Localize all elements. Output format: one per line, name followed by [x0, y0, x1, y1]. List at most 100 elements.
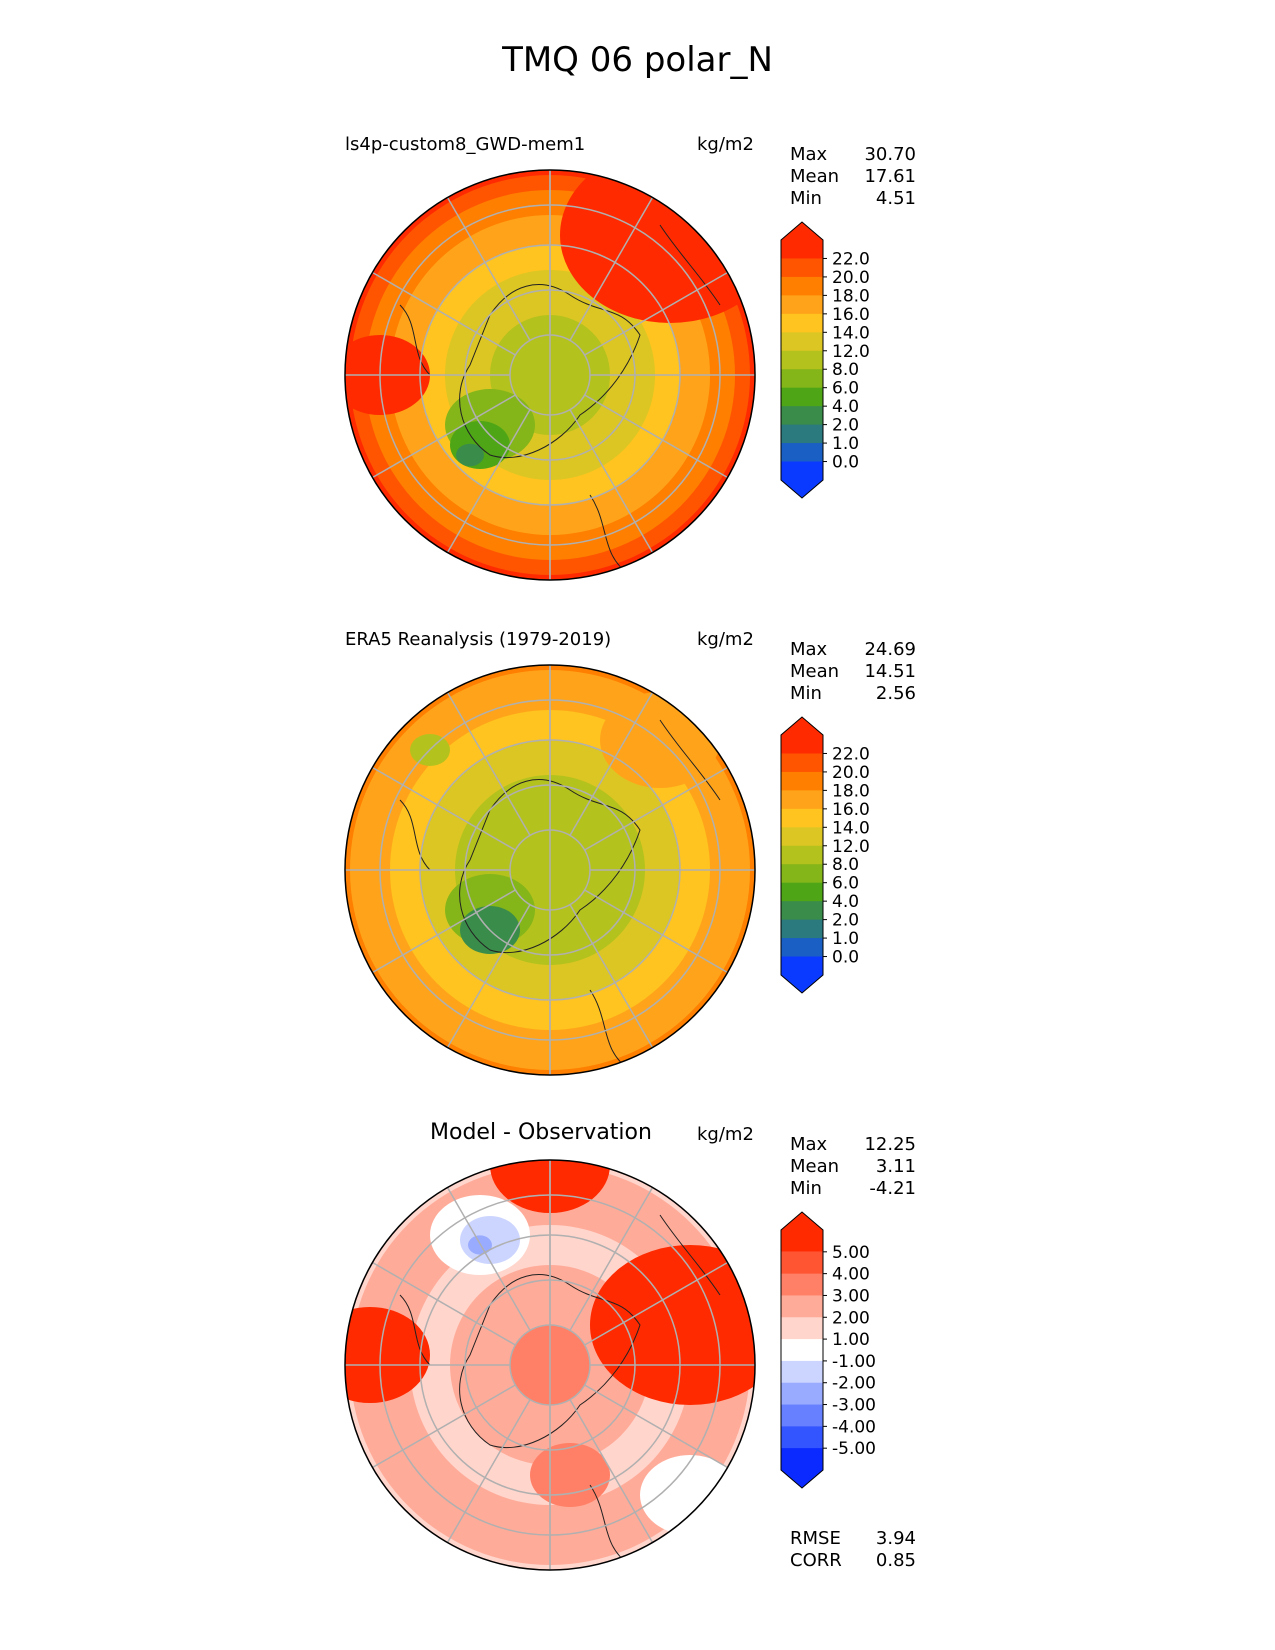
- colorbar-segment: [781, 717, 823, 754]
- mean-label: Mean: [790, 166, 840, 187]
- figure-title: TMQ 06 polar_N: [502, 40, 773, 80]
- colorbar-label: 4.0: [832, 892, 859, 912]
- min-value: -4.21: [869, 1178, 916, 1199]
- colorbar-segment: [781, 956, 823, 993]
- colorbar-segment: [781, 461, 823, 498]
- map-boundary: [344, 664, 756, 1076]
- colorbar-label: 6.0: [832, 874, 859, 894]
- field-contour: [530, 1443, 610, 1507]
- colorbar-segment: [781, 332, 823, 352]
- mean-value: 14.51: [864, 661, 916, 682]
- colorbar-label: 12.0: [832, 837, 870, 857]
- colorbar-segment: [781, 313, 823, 333]
- max-label: Max: [790, 639, 828, 660]
- colorbar-segment: [781, 295, 823, 315]
- max-value: 12.25: [864, 1134, 916, 1155]
- colorbar-label: 2.0: [832, 416, 859, 436]
- colorbar-label: 4.0: [832, 397, 859, 417]
- colorbar-segment: [781, 1404, 823, 1427]
- colorbar-label: 22.0: [832, 249, 870, 269]
- min-label: Min: [790, 683, 822, 704]
- colorbar-segment: [781, 790, 823, 810]
- colorbar-segment: [781, 1360, 823, 1384]
- colorbar-segment: [781, 1317, 823, 1340]
- mean-value: 17.61: [864, 166, 916, 187]
- max-label: Max: [790, 1134, 828, 1155]
- rmse-value: 3.94: [875, 1528, 916, 1549]
- colorbar-segment: [781, 276, 823, 296]
- colorbar-segment: [781, 864, 823, 884]
- panel-diff: Model - Observation kg/m2 Max 12.25 Mean 3…: [0, 1120, 1275, 1610]
- colorbar-segment: [781, 901, 823, 921]
- longitude-line: [584, 766, 728, 851]
- longitude-line: [372, 889, 516, 974]
- colorbar-label: 8.0: [832, 360, 859, 380]
- corr-label: CORR: [790, 1550, 842, 1571]
- colorbar-label: 2.00: [832, 1308, 870, 1328]
- longitude-line: [372, 1261, 516, 1346]
- colorbar-label: 18.0: [832, 286, 870, 306]
- units-label: kg/m2: [697, 134, 754, 155]
- colorbar-label: 3.00: [832, 1286, 870, 1306]
- colorbar-label: 16.0: [832, 800, 870, 820]
- colorbar-label: -2.00: [832, 1374, 876, 1394]
- colorbar: 5.00 4.00 3.00 2.00 1.00 -1.00 -2.00 -3.00 -4.00…: [780, 1210, 910, 1494]
- colorbar: 22.0 20.0 18.0 16.0 14.0 12.0 8.0 6.0 4.0 2.0 1.0 0…: [780, 220, 910, 504]
- panel-model: ls4p-custom8_GWD-mem1 kg/m2 Max 30.70 Mea…: [0, 130, 1275, 620]
- polar-map: [344, 169, 756, 581]
- colorbar-segment: [781, 369, 823, 389]
- longitude-line: [569, 409, 654, 553]
- colorbar-label: 18.0: [832, 781, 870, 801]
- colorbar-label: 6.0: [832, 379, 859, 399]
- units-label: kg/m2: [697, 1124, 754, 1145]
- coastline: [459, 779, 641, 954]
- colorbar-segment: [781, 424, 823, 444]
- metrics-box: RMSE 3.94 CORR 0.85: [790, 1528, 916, 1572]
- colorbar-label: 0.0: [832, 453, 859, 473]
- colorbar-segment: [781, 771, 823, 791]
- stats-box: Max 30.70 Mean 17.61 Min 4.51: [790, 144, 916, 210]
- colorbar-segment: [781, 258, 823, 278]
- min-value: 4.51: [875, 188, 916, 209]
- max-label: Max: [790, 144, 828, 165]
- longitude-line: [569, 904, 654, 1048]
- colorbar-segment: [781, 1251, 823, 1275]
- colorbar-segment: [781, 753, 823, 773]
- coastline: [459, 284, 641, 459]
- longitude-line: [569, 197, 654, 341]
- longitude-line: [584, 394, 728, 479]
- max-value: 30.70: [864, 144, 916, 165]
- colorbar-segment: [781, 938, 823, 958]
- colorbar-label: -3.00: [832, 1396, 876, 1416]
- colorbar-segment: [781, 406, 823, 426]
- mean-label: Mean: [790, 661, 840, 682]
- colorbar-label: 8.0: [832, 855, 859, 875]
- polar-map: [344, 1159, 756, 1571]
- colorbar-label: 2.0: [832, 911, 859, 931]
- colorbar-segment: [781, 845, 823, 865]
- colorbar-label: -1.00: [832, 1352, 876, 1372]
- longitude-line: [372, 271, 516, 356]
- colorbar-label: 0.0: [832, 948, 859, 968]
- stats-box: Max 24.69 Mean 14.51 Min 2.56: [790, 639, 916, 705]
- longitude-line: [446, 692, 531, 836]
- longitude-line: [446, 409, 531, 553]
- stats-box: Max 12.25 Mean 3.11 Min -4.21: [790, 1134, 916, 1200]
- longitude-line: [569, 1187, 654, 1331]
- colorbar-label: 20.0: [832, 763, 870, 783]
- field-contour: [345, 1307, 430, 1403]
- field-contour: [456, 443, 484, 467]
- longitude-line: [372, 766, 516, 851]
- colorbar-label: 5.00: [832, 1243, 870, 1263]
- longitude-line: [446, 904, 531, 1048]
- colorbar-label: -5.00: [832, 1439, 876, 1459]
- colorbar-segment: [781, 808, 823, 828]
- longitude-line: [569, 1399, 654, 1543]
- colorbar-segment: [781, 1273, 823, 1296]
- colorbar-segment: [781, 350, 823, 370]
- colorbar-segment: [781, 1426, 823, 1449]
- rmse-label: RMSE: [790, 1528, 841, 1549]
- colorbar-segment: [781, 1382, 823, 1406]
- longitude-line: [446, 1399, 531, 1543]
- colorbar-label: 22.0: [832, 744, 870, 764]
